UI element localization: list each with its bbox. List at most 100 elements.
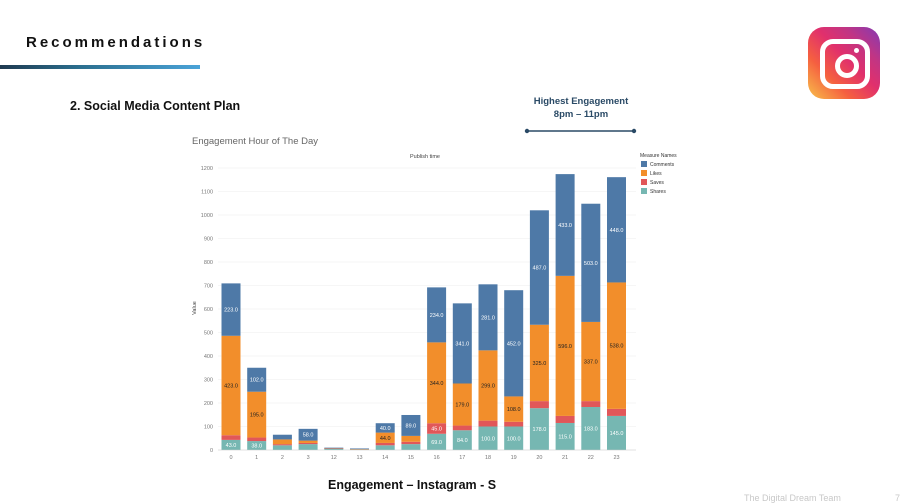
x-tick-label: 21 xyxy=(562,455,568,461)
bar-segment-saves xyxy=(247,437,267,442)
legend-swatch-likes xyxy=(641,170,647,176)
bar-segment-comments xyxy=(375,423,395,433)
y-tick-label: 1200 xyxy=(201,166,213,172)
bar-segment-shares xyxy=(247,441,267,450)
bar-segment-likes xyxy=(529,324,549,402)
data-label: 195.0 xyxy=(250,413,264,419)
data-label: 448.0 xyxy=(610,228,624,234)
bar-segment-likes xyxy=(272,439,292,445)
data-label: 538.0 xyxy=(610,344,624,350)
y-tick-label: 400 xyxy=(204,354,213,360)
bar-segment-comments xyxy=(272,434,292,440)
bar-segment-saves xyxy=(427,423,447,434)
bar-segment-comments xyxy=(504,290,524,397)
title-underline xyxy=(0,65,200,69)
bar-segment-saves xyxy=(221,435,241,440)
data-label: 596.0 xyxy=(558,344,572,350)
y-tick-label: 700 xyxy=(204,284,213,290)
data-label: 183.0 xyxy=(584,426,598,432)
highlight-bracket-end xyxy=(631,128,637,134)
footer-caption: Engagement – Instagram - S xyxy=(328,478,497,492)
bar-segment-saves xyxy=(504,421,524,427)
data-label: 58.0 xyxy=(303,433,314,439)
data-label: 38.0 xyxy=(251,444,262,450)
data-label: 281.0 xyxy=(481,315,495,321)
bar-segment-likes xyxy=(555,275,575,416)
data-label: 337.0 xyxy=(584,360,598,366)
bar-segment-comments xyxy=(478,284,498,351)
bar-segment-saves xyxy=(607,408,626,416)
data-label: 100.0 xyxy=(507,436,521,442)
x-tick-label: 3 xyxy=(307,455,310,461)
data-label: 299.0 xyxy=(481,383,495,389)
instagram-logo-icon xyxy=(808,27,880,99)
bar-segment-shares xyxy=(427,433,447,450)
bar-segment-shares xyxy=(298,444,318,450)
bar-segment-saves xyxy=(581,401,601,407)
bar-segment-shares xyxy=(504,426,524,450)
x-tick-label: 14 xyxy=(382,455,388,461)
data-label: 344.0 xyxy=(430,381,444,387)
x-tick-label: 1 xyxy=(255,455,258,461)
y-tick-label: 1100 xyxy=(201,190,213,196)
bar-segment-saves xyxy=(298,442,318,445)
data-label: 108.0 xyxy=(507,407,521,413)
bar-segment-likes xyxy=(581,321,601,402)
bar-segment-shares xyxy=(529,408,549,450)
data-label: 45.0 xyxy=(431,426,442,432)
bar-segment-comments xyxy=(247,367,267,392)
data-label: 452.0 xyxy=(507,341,521,347)
bar-segment-saves xyxy=(478,420,498,427)
x-tick-label: 0 xyxy=(229,455,232,461)
data-label: 115.0 xyxy=(558,434,571,440)
x-tick-label: 22 xyxy=(588,455,594,461)
legend-swatch-saves xyxy=(641,179,647,185)
legend-label-shares: Shares xyxy=(650,189,666,195)
bar-segment-comments xyxy=(350,448,369,450)
legend-label-saves: Saves xyxy=(650,180,664,186)
y-tick-label: 1000 xyxy=(201,213,213,219)
bar-segment-shares xyxy=(478,426,498,450)
bar-segment-saves xyxy=(452,425,472,431)
data-label: 69.0 xyxy=(431,440,442,446)
y-tick-label: 900 xyxy=(204,237,213,243)
x-tick-label: 23 xyxy=(613,455,619,461)
bar-segment-saves xyxy=(555,415,575,423)
bar-segment-shares xyxy=(350,449,369,450)
instagram-logo-dot xyxy=(854,48,859,53)
bar-segment-comments xyxy=(555,174,575,276)
data-label: 145.0 xyxy=(610,431,624,437)
bar-segment-comments xyxy=(529,210,549,325)
data-label: 44.0 xyxy=(380,436,391,442)
bar-segment-shares xyxy=(272,445,292,450)
x-tick-label: 13 xyxy=(356,455,362,461)
data-label: 102.0 xyxy=(250,378,264,384)
instagram-logo-frame xyxy=(820,39,870,89)
section-heading: 2. Social Media Content Plan xyxy=(70,99,241,113)
data-label: 234.0 xyxy=(430,313,444,319)
data-label: 487.0 xyxy=(533,266,547,272)
bar-segment-comments xyxy=(324,447,344,449)
y-tick-label: 800 xyxy=(204,260,213,266)
data-label: 503.0 xyxy=(584,261,598,267)
x-tick-label: 16 xyxy=(434,455,440,461)
legend-swatch-comments xyxy=(641,161,647,167)
bar-segment-comments xyxy=(427,287,447,343)
x-tick-label: 12 xyxy=(331,455,337,461)
bar-segment-comments xyxy=(452,303,472,384)
bar-segment-likes xyxy=(427,342,447,424)
bar-segment-saves xyxy=(529,401,549,409)
y-axis-label: Value xyxy=(192,301,198,315)
bar-segment-likes xyxy=(221,335,241,436)
y-tick-label: 300 xyxy=(204,378,213,384)
y-tick-label: 0 xyxy=(210,448,213,454)
legend-label-likes: Likes xyxy=(650,171,662,177)
bar-segment-likes xyxy=(401,435,421,442)
bar-segment-shares xyxy=(555,422,575,450)
bar-segment-likes xyxy=(452,383,472,426)
y-tick-label: 200 xyxy=(204,401,213,407)
bar-segment-likes xyxy=(607,282,626,409)
bar-segment-shares xyxy=(221,439,241,450)
x-tick-label: 2 xyxy=(281,455,284,461)
bar-segment-comments xyxy=(401,414,421,436)
